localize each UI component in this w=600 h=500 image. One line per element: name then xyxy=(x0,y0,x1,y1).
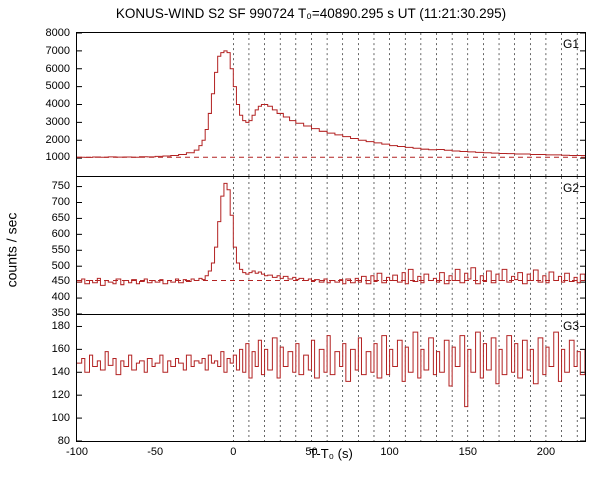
panel-label: G2 xyxy=(563,181,579,195)
y-tick-label: 5000 xyxy=(22,80,70,92)
y-tick-label: 6000 xyxy=(22,63,70,75)
y-tick-label: 600 xyxy=(22,228,70,240)
x-tick-label: 200 xyxy=(537,446,555,458)
y-tick-label: 180 xyxy=(22,320,70,332)
plot-panel-g3: G3 xyxy=(76,314,586,442)
y-tick-label: 550 xyxy=(22,244,70,256)
y-tick-label: 120 xyxy=(22,389,70,401)
y-tick-label: 8000 xyxy=(22,27,70,39)
chart-title: KONUS-WIND S2 SF 990724 T₀=40890.295 s U… xyxy=(22,0,600,32)
y-tick-label: 100 xyxy=(22,412,70,424)
y-tick-label: 4000 xyxy=(22,98,70,110)
panel-label: G1 xyxy=(563,37,579,51)
plot-panel-g1: G1 xyxy=(76,32,586,176)
x-tick-label: -50 xyxy=(147,446,163,458)
y-tick-label: 80 xyxy=(22,435,70,447)
panels-container: 10002000300040005000600070008000G1350400… xyxy=(22,32,600,442)
y-axis-label: counts / sec xyxy=(3,213,19,288)
y-tick-label: 2000 xyxy=(22,134,70,146)
x-axis: -100-50050100150200T-T₀ (s) xyxy=(76,442,586,482)
plot-panel-g2: G2 xyxy=(76,176,586,314)
y-tick-label: 160 xyxy=(22,343,70,355)
y-tick-label: 500 xyxy=(22,260,70,272)
y-tick-label: 140 xyxy=(22,366,70,378)
y-tick-label: 1000 xyxy=(22,151,70,163)
y-tick-label: 750 xyxy=(22,180,70,192)
x-tick-label: -100 xyxy=(66,446,88,458)
y-tick-label: 450 xyxy=(22,275,70,287)
y-tick-label: 700 xyxy=(22,196,70,208)
y-tick-label: 650 xyxy=(22,212,70,224)
panel-label: G3 xyxy=(563,319,579,333)
x-tick-label: 100 xyxy=(380,446,398,458)
y-tick-label: 3000 xyxy=(22,116,70,128)
y-axis-label-container: counts / sec xyxy=(0,0,22,500)
x-tick-label: 50 xyxy=(305,446,317,458)
chart-container: counts / sec KONUS-WIND S2 SF 990724 T₀=… xyxy=(0,0,600,500)
x-tick-label: 0 xyxy=(230,446,236,458)
y-tick-label: 400 xyxy=(22,291,70,303)
y-tick-label: 7000 xyxy=(22,45,70,57)
x-tick-label: 150 xyxy=(459,446,477,458)
